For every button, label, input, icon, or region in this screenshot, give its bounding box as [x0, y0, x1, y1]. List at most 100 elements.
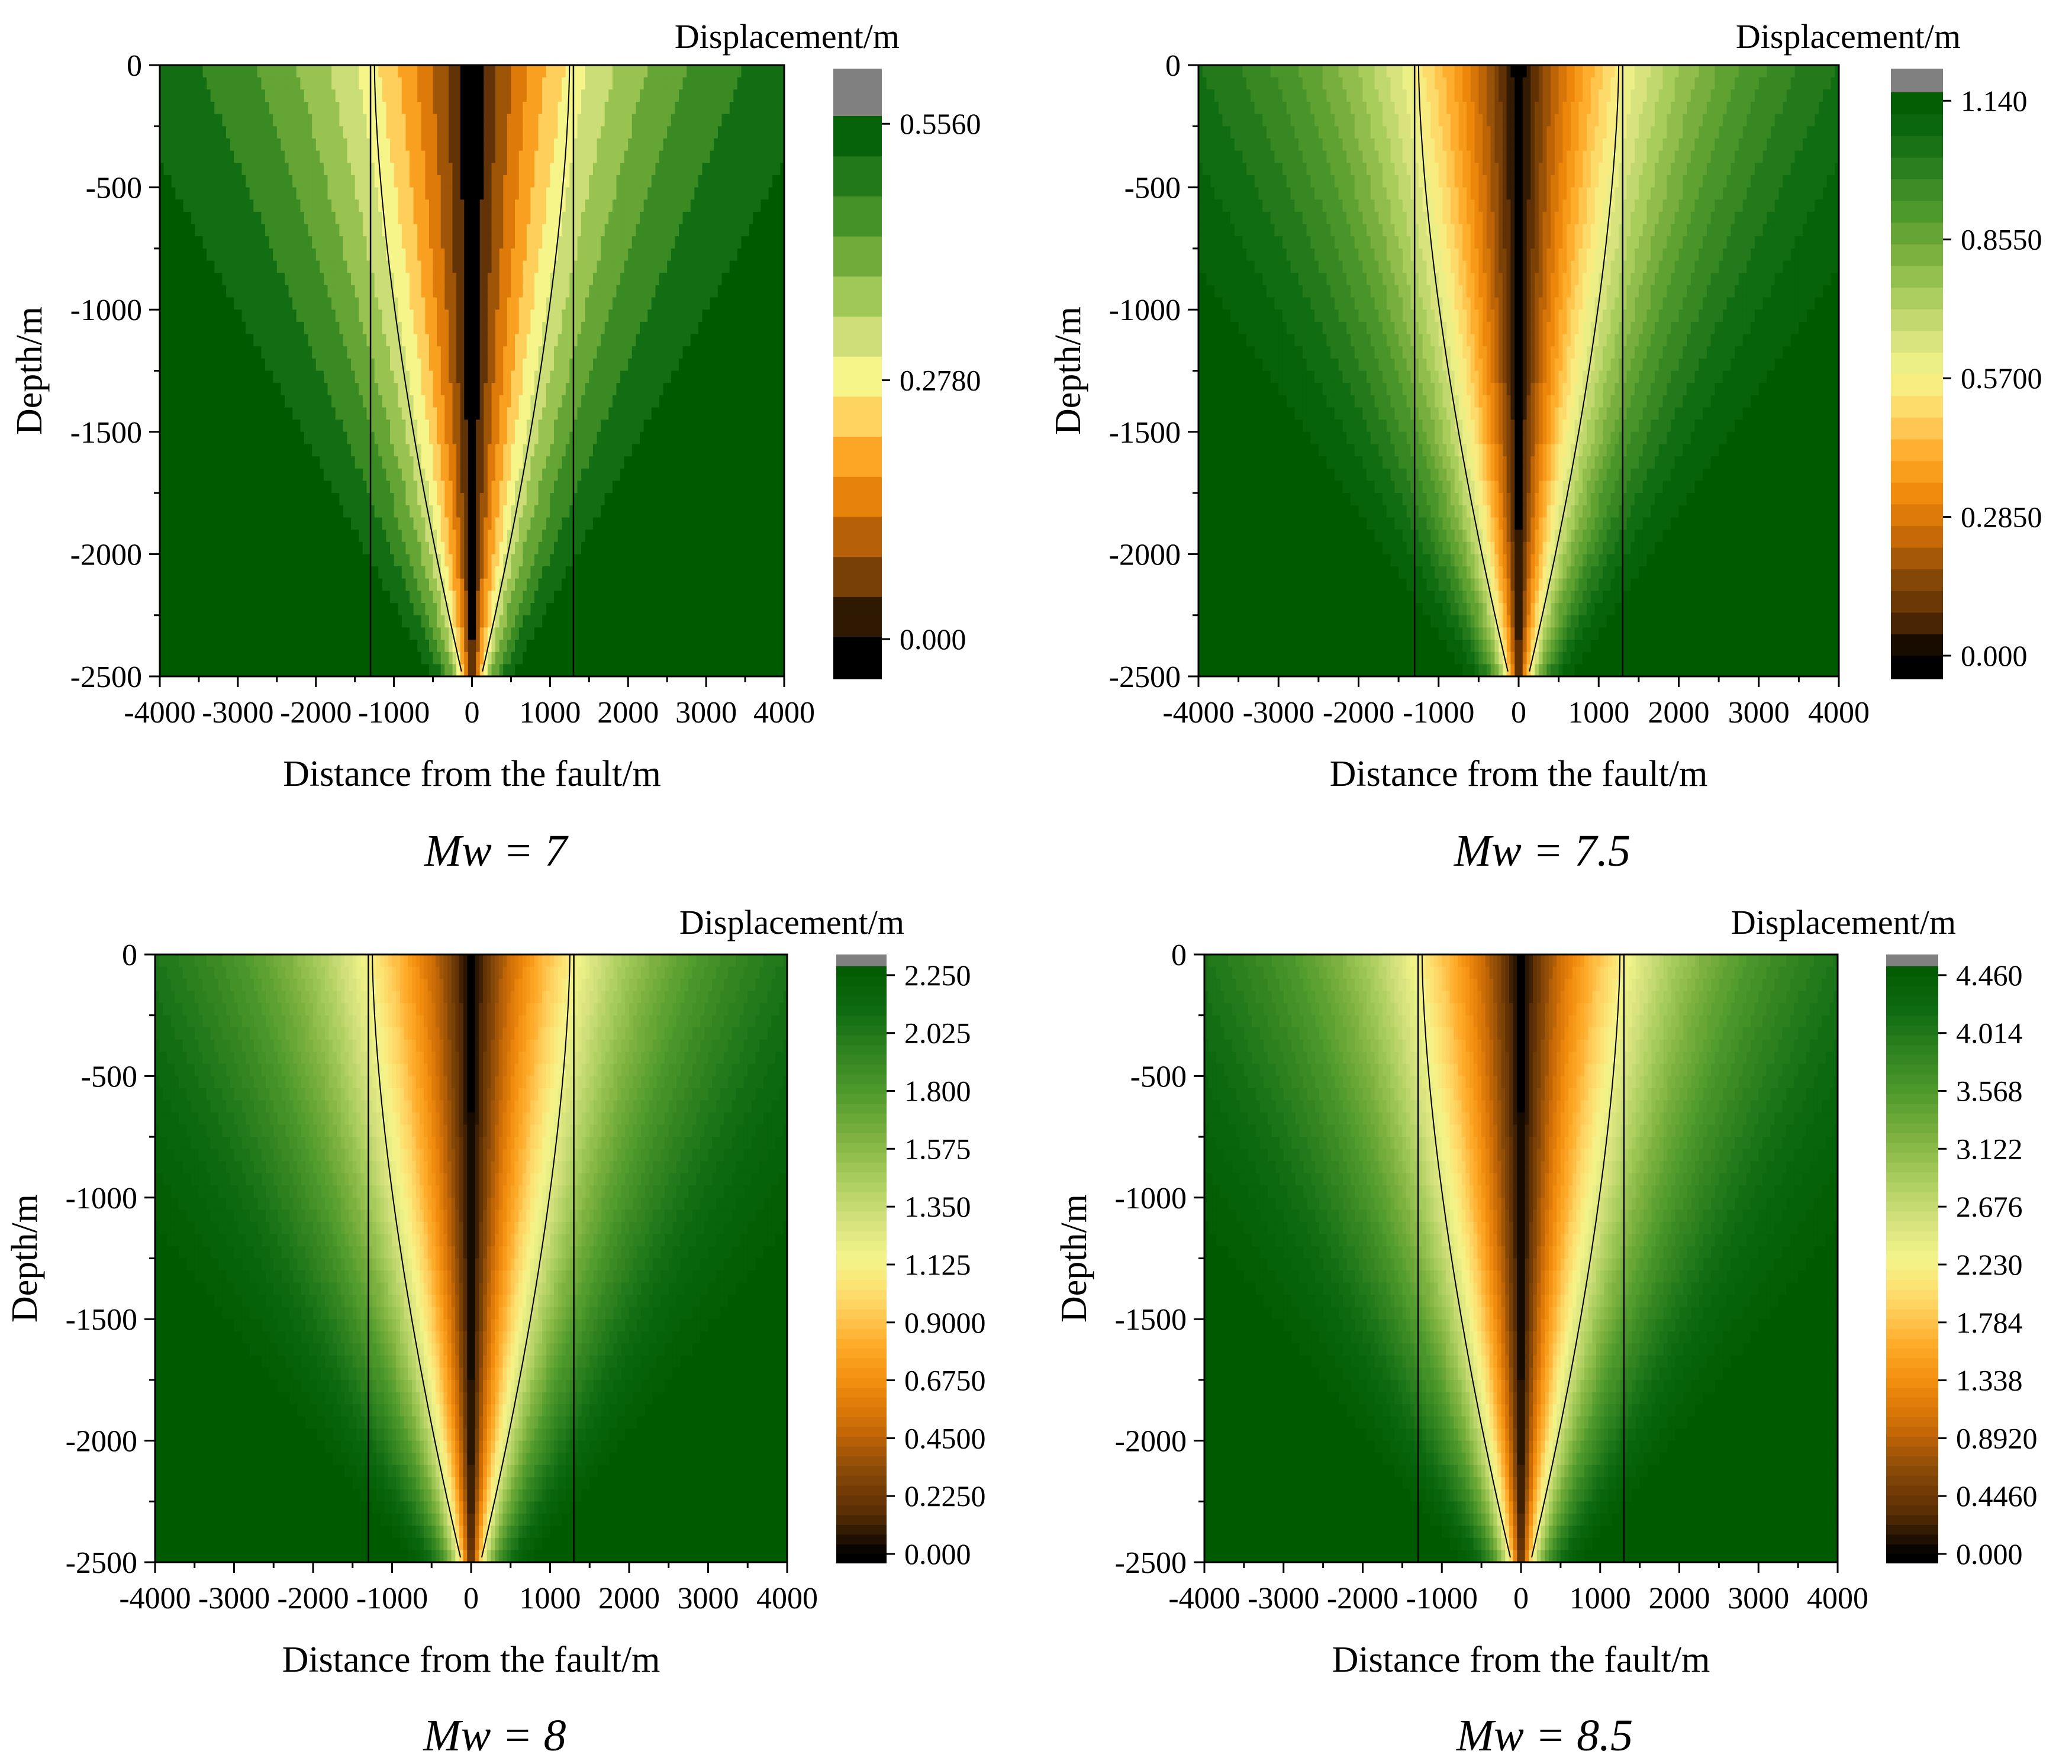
- field-cell: [269, 309, 273, 323]
- field-cell: [726, 126, 730, 139]
- field-cell: [191, 236, 195, 249]
- field-cell: [390, 248, 395, 262]
- field-cell: [761, 370, 765, 383]
- field-cell: [304, 163, 309, 176]
- field-cell: [745, 224, 750, 237]
- field-cell: [273, 77, 278, 90]
- field-cell: [484, 309, 488, 323]
- field-cell: [191, 114, 195, 127]
- field-cell: [331, 346, 336, 359]
- field-cell: [710, 199, 714, 212]
- field-cell: [179, 334, 184, 347]
- field-cell: [249, 138, 254, 151]
- field-cell: [515, 285, 520, 298]
- field-cell: [616, 65, 621, 78]
- field-cell: [663, 163, 668, 176]
- field-cell: [721, 199, 726, 212]
- field-cell: [565, 199, 570, 212]
- field-cell: [558, 420, 562, 433]
- field-cell: [191, 297, 195, 310]
- field-cell: [456, 224, 461, 237]
- field-cell: [487, 65, 492, 78]
- field-cell: [401, 175, 406, 188]
- field-cell: [401, 297, 406, 310]
- field-cell: [663, 150, 668, 163]
- field-cell: [300, 407, 305, 420]
- field-cell: [765, 395, 769, 408]
- field-cell: [339, 126, 344, 139]
- field-cell: [636, 383, 640, 396]
- field-cell: [413, 383, 418, 396]
- field-cell: [452, 370, 457, 383]
- field-cell: [195, 150, 199, 163]
- field-cell: [269, 444, 273, 457]
- field-cell: [491, 89, 496, 102]
- field-cell: [698, 150, 703, 163]
- field-cell: [300, 297, 305, 310]
- field-cell: [608, 346, 613, 359]
- field-cell: [355, 114, 359, 127]
- field-cell: [214, 260, 219, 273]
- field-cell: [382, 321, 387, 335]
- field-cell: [503, 346, 508, 359]
- field-cell: [335, 358, 340, 372]
- field-cell: [616, 273, 621, 286]
- field-cell: [765, 370, 769, 383]
- field-cell: [538, 101, 543, 115]
- field-cell: [323, 89, 328, 102]
- field-cell: [171, 150, 176, 163]
- field-cell: [468, 285, 473, 298]
- field-cell: [175, 211, 180, 225]
- field-cell: [499, 187, 504, 200]
- field-cell: [405, 114, 410, 127]
- field-cell: [558, 126, 562, 139]
- field-cell: [234, 321, 239, 335]
- field-cell: [320, 309, 324, 323]
- field-cell: [315, 285, 320, 298]
- field-cell: [339, 224, 344, 237]
- field-cell: [721, 297, 726, 310]
- field-cell: [351, 199, 356, 212]
- field-cell: [636, 321, 640, 335]
- field-cell: [710, 126, 714, 139]
- field-cell: [312, 224, 317, 237]
- field-cell: [273, 89, 278, 102]
- field-cell: [690, 77, 695, 90]
- field-cell: [359, 101, 363, 115]
- field-cell: [401, 358, 406, 372]
- field-cell: [780, 309, 784, 323]
- field-cell: [526, 236, 531, 249]
- field-cell: [202, 346, 207, 359]
- field-cell: [237, 236, 243, 249]
- field-cell: [320, 114, 324, 127]
- field-cell: [550, 65, 555, 78]
- field-cell: [706, 346, 711, 359]
- field-cell: [503, 89, 508, 102]
- field-cell: [479, 150, 484, 163]
- field-cell: [237, 224, 243, 237]
- field-cell: [269, 65, 273, 78]
- field-cell: [694, 334, 699, 347]
- field-cell: [690, 358, 695, 372]
- field-cell: [210, 407, 215, 420]
- field-cell: [487, 199, 492, 212]
- field-cell: [257, 65, 262, 78]
- field-cell: [484, 383, 488, 396]
- field-cell: [663, 309, 668, 323]
- field-cell: [745, 187, 750, 200]
- field-cell: [460, 101, 465, 115]
- field-cell: [218, 248, 223, 262]
- field-cell: [339, 407, 344, 420]
- field-cell: [706, 358, 711, 372]
- field-cell: [425, 126, 430, 139]
- field-cell: [640, 187, 645, 200]
- field-cell: [491, 358, 496, 372]
- field-cell: [542, 101, 547, 115]
- field-cell: [405, 431, 410, 445]
- field-cell: [191, 150, 195, 163]
- field-cell: [772, 236, 777, 249]
- field-cell: [589, 236, 594, 249]
- field-cell: [659, 358, 664, 372]
- field-cell: [714, 321, 718, 335]
- field-cell: [631, 260, 637, 273]
